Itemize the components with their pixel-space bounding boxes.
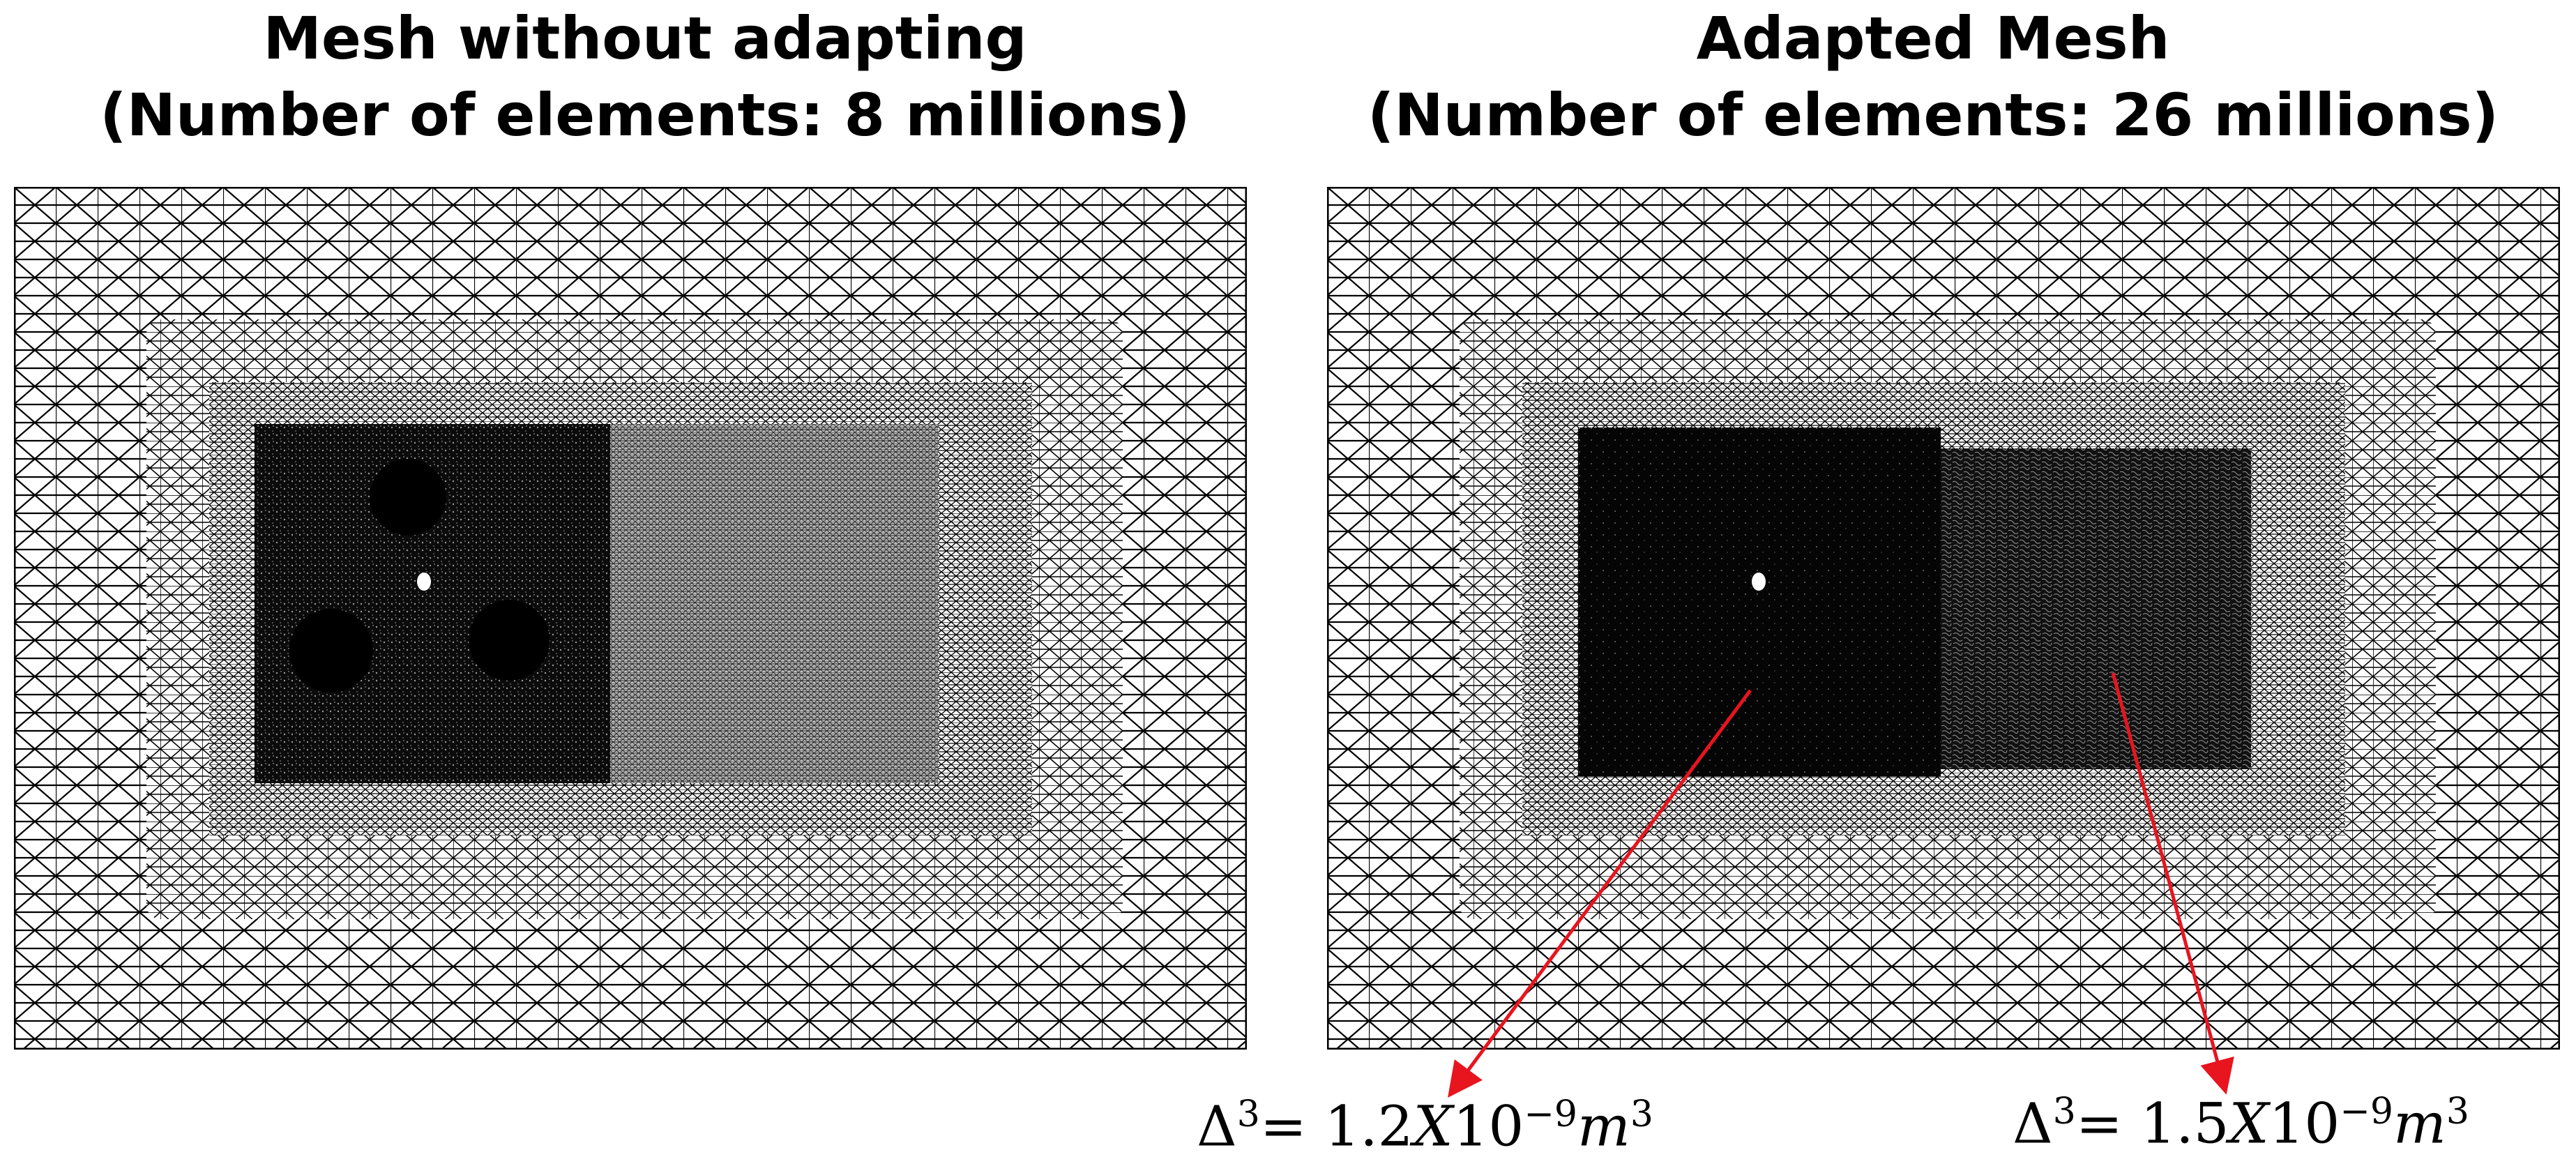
left-title-line1: Mesh without adapting [263, 4, 1027, 73]
mesh-without-adapting-panel [14, 187, 1247, 1050]
left-panel-title: Mesh without adapting (Number of element… [0, 0, 1290, 153]
left-title-line2: (Number of elements: 8 millions) [100, 81, 1190, 149]
delta-symbol: Δ [2013, 1091, 2053, 1156]
cell-volume-label-left: Δ3= 1.2X10−9m3 [1197, 1093, 1653, 1159]
volume-value: = 1.2 [1259, 1093, 1414, 1159]
adapted-mesh-panel [1327, 187, 2560, 1050]
refined-region-right-gray [610, 424, 938, 783]
delta-exponent: 3 [2052, 1091, 2076, 1133]
base-ten: 10 [1453, 1093, 1524, 1159]
right-title-line2: (Number of elements: 26 millions) [1367, 81, 2499, 149]
delta-exponent: 3 [1236, 1093, 1260, 1135]
dense-region-left [1578, 427, 1941, 776]
right-title-line1: Adapted Mesh [1696, 4, 2170, 73]
unit-exponent: 3 [1630, 1093, 1653, 1135]
times-symbol: X [2229, 1091, 2269, 1156]
times-symbol: X [1413, 1093, 1453, 1159]
cell-volume-label-right: Δ3= 1.5X10−9m3 [2013, 1091, 2469, 1156]
refined-region-right [1941, 448, 2251, 769]
adapted-mesh-image [1327, 187, 2560, 1050]
object-marker [417, 573, 431, 591]
volume-value: = 1.5 [2075, 1091, 2229, 1156]
power-exponent: −9 [1524, 1093, 1577, 1135]
object-marker [1752, 573, 1766, 591]
mesh-without-adapting-image [14, 187, 1247, 1050]
unit-symbol: m [1577, 1093, 1630, 1159]
power-exponent: −9 [2340, 1091, 2393, 1133]
unit-exponent: 3 [2446, 1091, 2469, 1133]
right-panel-title: Adapted Mesh (Number of elements: 26 mil… [1290, 0, 2576, 153]
delta-symbol: Δ [1197, 1093, 1237, 1159]
base-ten: 10 [2268, 1091, 2340, 1156]
unit-symbol: m [2393, 1091, 2446, 1156]
